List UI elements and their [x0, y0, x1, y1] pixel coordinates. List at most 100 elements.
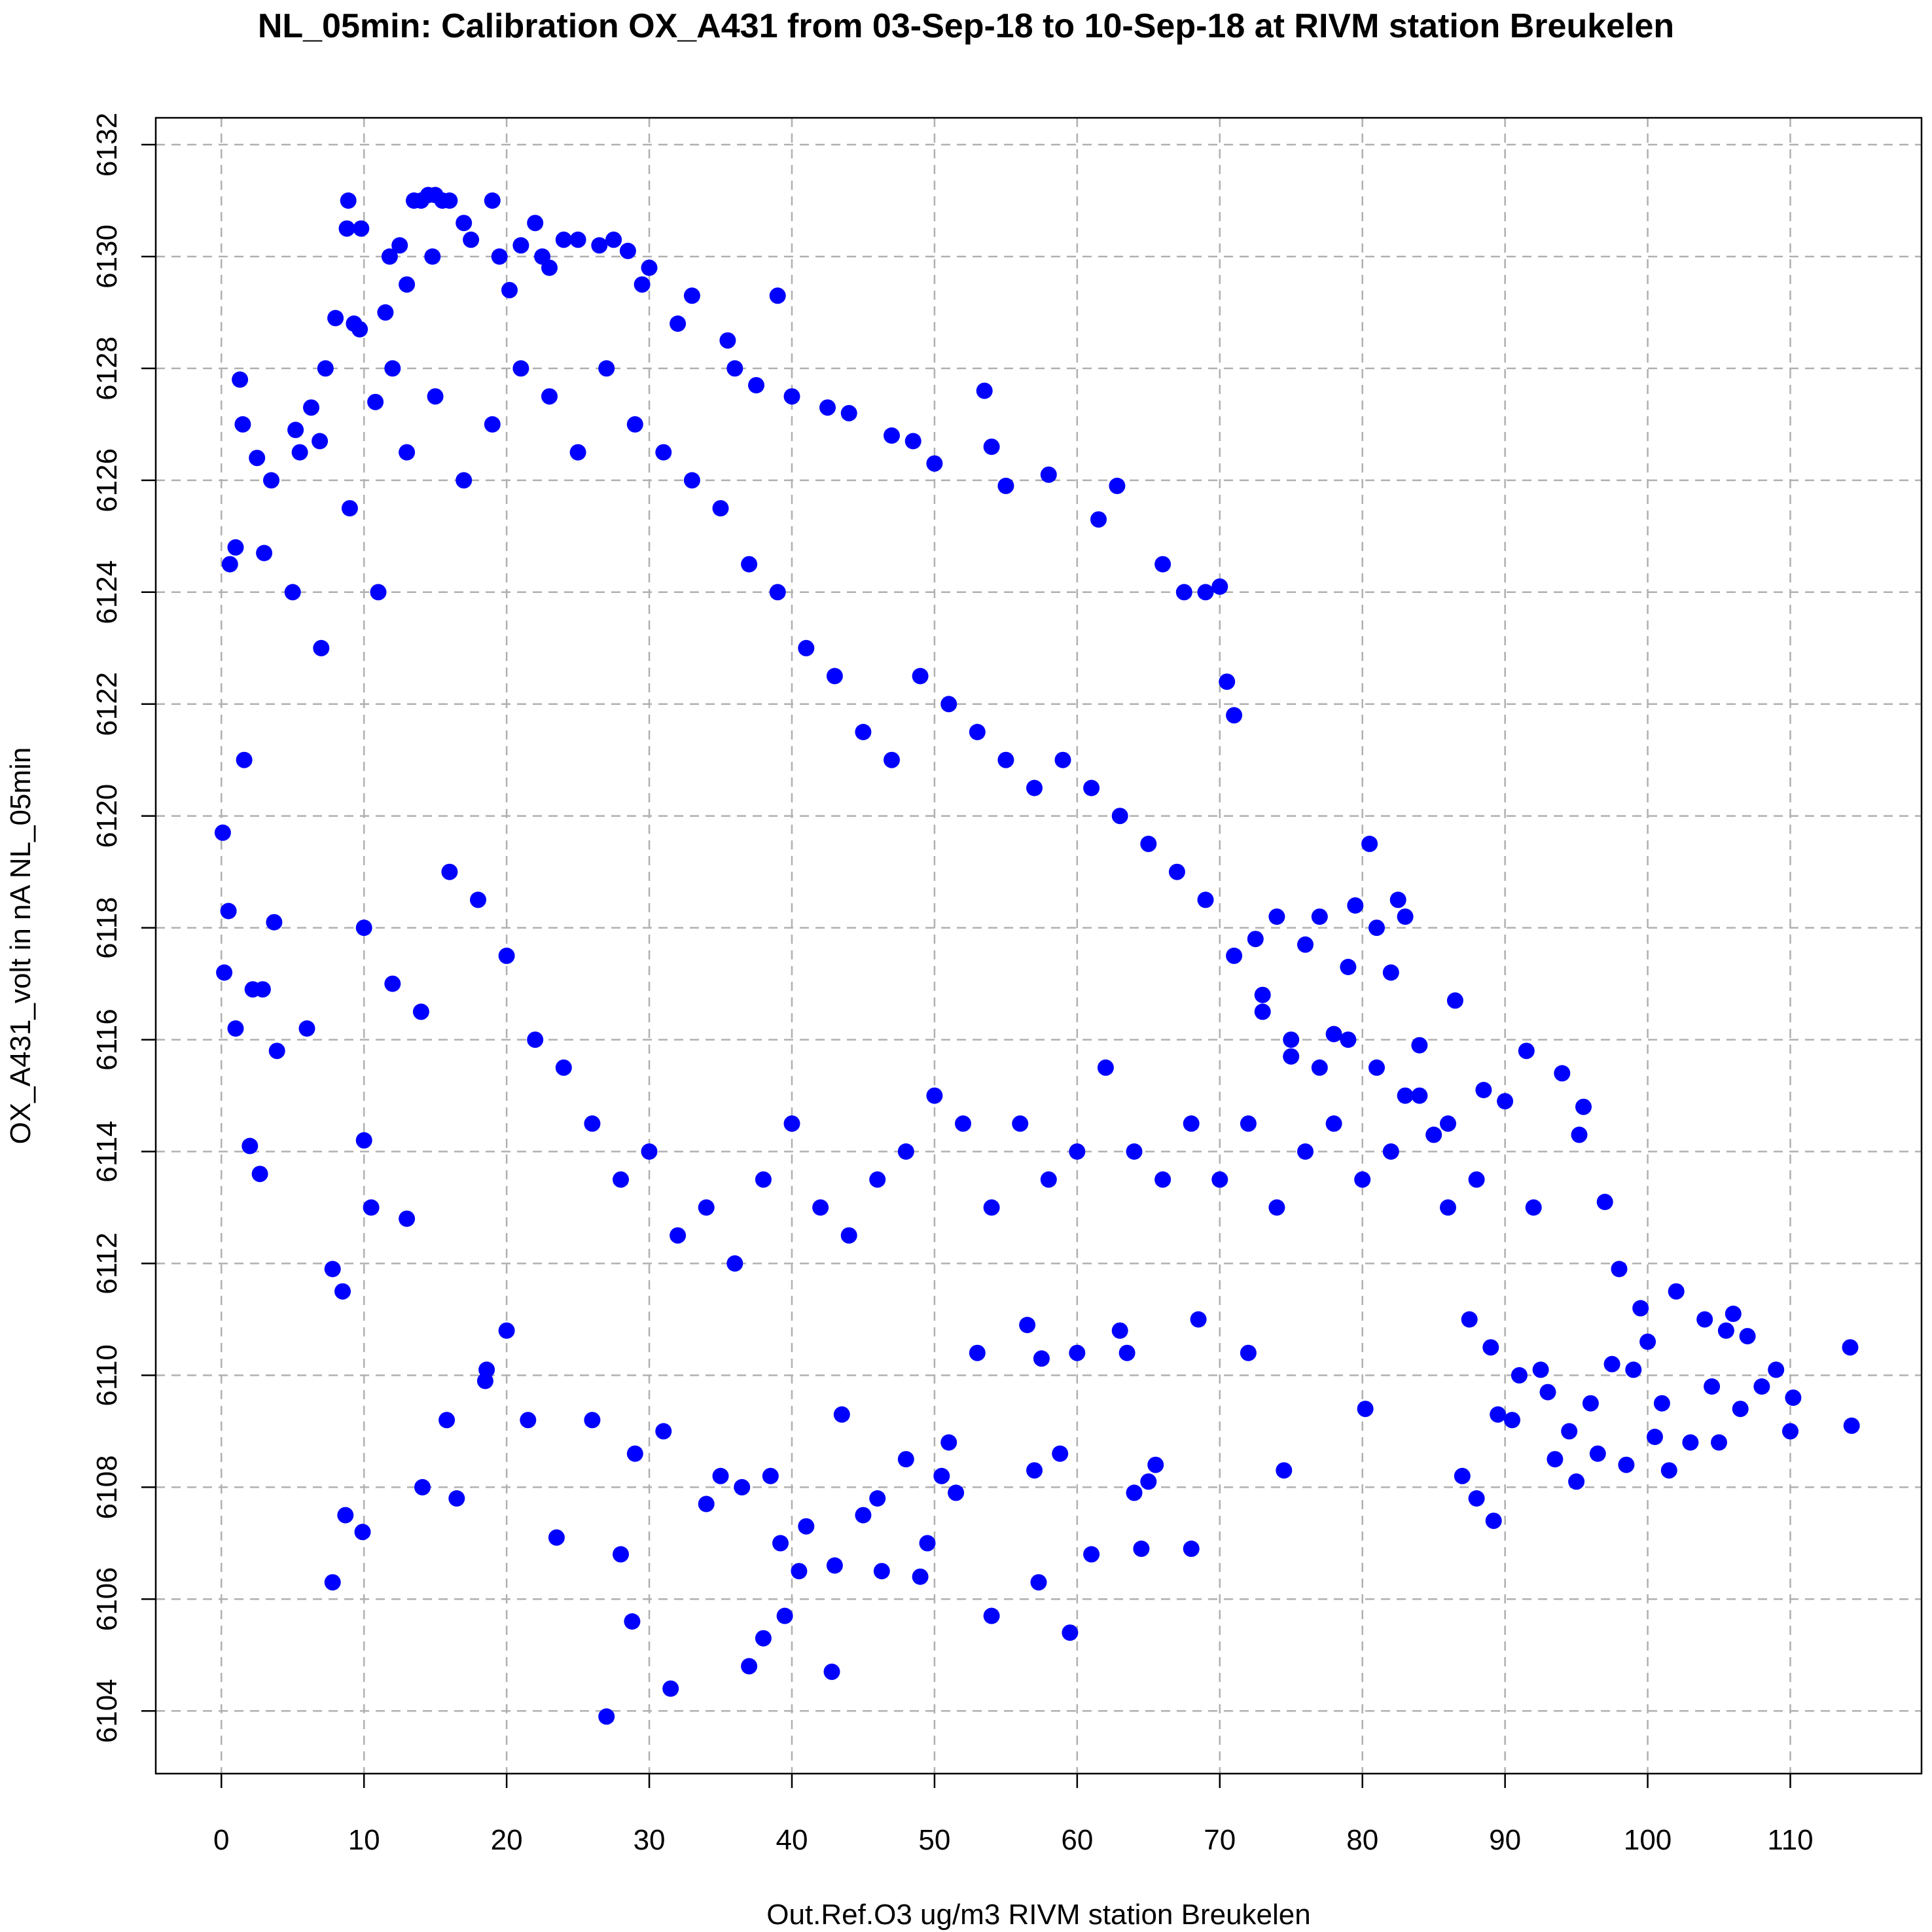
- data-point: [1040, 466, 1057, 483]
- data-point: [1140, 835, 1157, 852]
- data-point: [555, 231, 572, 248]
- data-point: [840, 404, 857, 421]
- data-point: [1211, 578, 1228, 595]
- x-tick-label: 90: [1489, 1824, 1521, 1856]
- data-point: [1704, 1378, 1721, 1395]
- data-point: [1732, 1401, 1749, 1418]
- data-point: [1482, 1339, 1499, 1356]
- data-point: [1753, 1378, 1770, 1395]
- data-point: [897, 1143, 914, 1160]
- data-point: [1842, 1339, 1859, 1356]
- plot-frame: [154, 116, 1923, 1775]
- data-point: [1782, 1423, 1798, 1440]
- x-tick-label: 80: [1346, 1824, 1378, 1856]
- data-point: [1311, 1059, 1328, 1076]
- data-point: [527, 1031, 544, 1048]
- data-point: [997, 751, 1014, 768]
- y-tick-label: 6130: [91, 224, 123, 289]
- data-point: [220, 903, 237, 920]
- data-point: [399, 276, 416, 293]
- data-point: [548, 1529, 565, 1546]
- data-point: [1276, 1462, 1293, 1479]
- x-tick-label: 0: [213, 1824, 229, 1856]
- data-point: [1843, 1417, 1860, 1434]
- data-point: [1485, 1512, 1502, 1530]
- data-point: [1026, 1462, 1043, 1479]
- data-point: [655, 444, 672, 461]
- data-point: [1197, 584, 1214, 601]
- data-point: [377, 304, 394, 321]
- data-point: [748, 377, 764, 394]
- data-point: [555, 1059, 572, 1076]
- data-point: [1382, 1143, 1399, 1160]
- data-point: [969, 1344, 986, 1361]
- x-tick-label: 70: [1204, 1824, 1236, 1856]
- data-point: [613, 1171, 629, 1188]
- data-point: [221, 556, 238, 573]
- data-point: [1785, 1389, 1802, 1406]
- data-point: [1625, 1361, 1642, 1378]
- data-point: [1240, 1115, 1257, 1132]
- data-point: [337, 1507, 354, 1524]
- data-point: [926, 455, 943, 472]
- data-point: [438, 1412, 456, 1429]
- data-point: [399, 1210, 416, 1227]
- data-point: [317, 360, 334, 377]
- data-point: [840, 1227, 857, 1244]
- data-point: [291, 444, 308, 461]
- data-point: [1397, 1087, 1414, 1104]
- y-tick-label: 6118: [91, 897, 123, 959]
- data-point: [1183, 1115, 1200, 1132]
- data-point: [266, 914, 283, 931]
- data-point: [541, 388, 558, 405]
- data-point: [1411, 1037, 1428, 1054]
- data-point: [1133, 1540, 1150, 1557]
- data-point: [1347, 897, 1364, 914]
- data-point: [263, 472, 279, 489]
- data-point: [441, 192, 458, 209]
- x-tick-label: 30: [634, 1824, 666, 1856]
- y-tick-label: 6122: [91, 672, 123, 736]
- data-point: [719, 332, 736, 349]
- data-point: [1582, 1395, 1599, 1412]
- data-point: [227, 539, 244, 556]
- x-axis: 0 10 20 30 40 50 60 70 80 90 100 110: [213, 1774, 1814, 1856]
- data-point: [873, 1563, 890, 1580]
- data-point: [619, 242, 636, 259]
- data-point: [1660, 1462, 1677, 1479]
- data-point: [1768, 1361, 1785, 1378]
- data-point: [1054, 751, 1071, 768]
- data-point: [776, 1607, 793, 1624]
- data-point: [598, 1708, 615, 1725]
- data-point: [1126, 1143, 1143, 1160]
- data-point: [1268, 908, 1285, 925]
- y-tick-label: 6114: [91, 1120, 123, 1183]
- data-point: [1247, 931, 1264, 948]
- data-point: [541, 259, 558, 276]
- data-point: [955, 1115, 971, 1132]
- data-point: [1717, 1322, 1734, 1339]
- data-point: [783, 1115, 800, 1132]
- data-point: [683, 287, 700, 304]
- data-point: [1140, 1473, 1157, 1490]
- data-point: [823, 1663, 840, 1680]
- data-point: [904, 433, 921, 450]
- data-point: [1340, 1031, 1357, 1048]
- data-point: [1711, 1434, 1727, 1451]
- data-point: [391, 237, 408, 254]
- data-point: [769, 584, 786, 601]
- data-point: [384, 360, 401, 377]
- data-point: [983, 1199, 1000, 1216]
- data-point: [214, 824, 231, 841]
- data-point: [1532, 1361, 1549, 1378]
- data-point: [726, 1255, 743, 1272]
- data-point: [940, 1434, 957, 1451]
- data-point: [869, 1490, 886, 1507]
- data-point: [1147, 1456, 1164, 1473]
- x-tick-label: 10: [348, 1824, 380, 1856]
- data-point: [287, 421, 304, 438]
- data-point: [1211, 1171, 1228, 1188]
- data-point: [527, 215, 544, 232]
- data-point: [256, 545, 273, 562]
